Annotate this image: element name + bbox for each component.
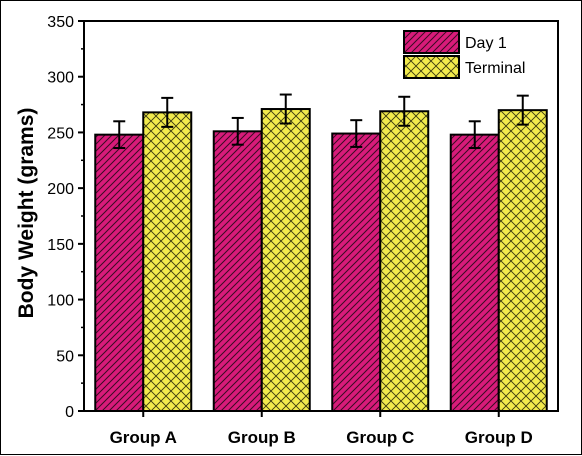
y-tick-label: 50	[56, 348, 74, 365]
y-tick-label: 150	[47, 237, 74, 254]
bar-terminal	[142, 111, 193, 412]
y-tick-label: 0	[65, 404, 74, 421]
bar-terminal	[379, 110, 430, 412]
bar-day-1	[94, 133, 145, 413]
legend-label-day-1: Day 1	[465, 35, 507, 52]
legend-label-terminal: Terminal	[465, 60, 525, 77]
y-axis-label: Body Weight (grams)	[15, 108, 38, 319]
bar-terminal	[260, 108, 311, 413]
bar-terminal	[497, 109, 548, 413]
bar-day-1	[212, 130, 263, 412]
y-tick-label: 300	[47, 70, 74, 87]
x-category-label: Group C	[346, 428, 414, 447]
y-tick-label: 350	[47, 14, 74, 31]
legend-swatch-day-1	[403, 30, 460, 54]
y-tick-label: 100	[47, 293, 74, 310]
y-tick-label: 200	[47, 181, 74, 198]
y-tick-label: 250	[47, 125, 74, 142]
x-category-label: Group A	[110, 428, 177, 447]
bar-day-1	[331, 132, 382, 413]
x-category-label: Group D	[465, 428, 533, 447]
bar-day-1	[449, 133, 500, 413]
legend-swatch-terminal	[403, 55, 460, 79]
x-category-label: Group B	[228, 428, 296, 447]
